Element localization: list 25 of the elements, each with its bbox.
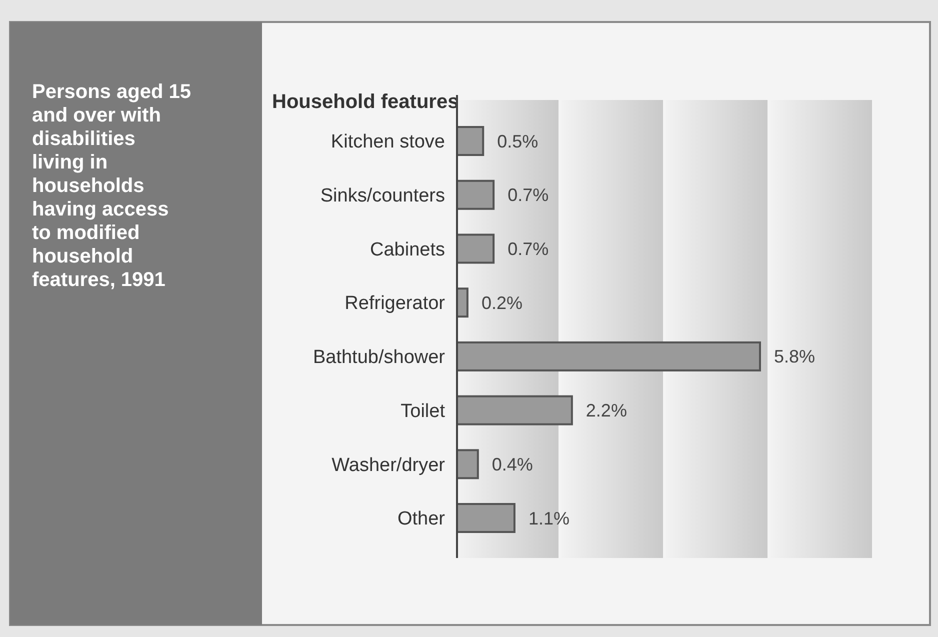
data-label: 0.2% xyxy=(481,292,522,313)
bar xyxy=(456,126,484,156)
y-tick-label: Kitchen stove xyxy=(330,132,445,153)
y-tick-label: Sinks/counters xyxy=(320,186,445,207)
bar xyxy=(456,503,516,533)
y-tick-label: Toilet xyxy=(400,400,446,422)
bar xyxy=(456,395,573,426)
bar xyxy=(456,449,479,480)
data-label: 0.4% xyxy=(492,454,533,474)
data-label: 5.8% xyxy=(774,346,816,367)
data-label: 0.7% xyxy=(508,185,549,206)
bar xyxy=(456,234,495,264)
text: Persons aged 15 and over with disabilities living in households having access to modified household features, 1991 xyxy=(32,81,191,291)
bar xyxy=(456,341,761,372)
y-tick-label: Refrigerator xyxy=(344,293,446,314)
y-tick-label: Cabinets xyxy=(370,239,445,260)
data-label: 2.2% xyxy=(586,400,627,421)
y-tick-label: Washer/dryer xyxy=(332,454,446,476)
data-label: 1.1% xyxy=(528,508,570,528)
y-tick-label: Bathtub/shower xyxy=(312,347,446,368)
chart-title: Household features xyxy=(272,91,459,113)
data-label: 0.5% xyxy=(497,131,538,152)
y-tick-label: Other xyxy=(397,508,446,530)
data-label: 0.7% xyxy=(508,239,549,260)
bar xyxy=(456,180,495,210)
